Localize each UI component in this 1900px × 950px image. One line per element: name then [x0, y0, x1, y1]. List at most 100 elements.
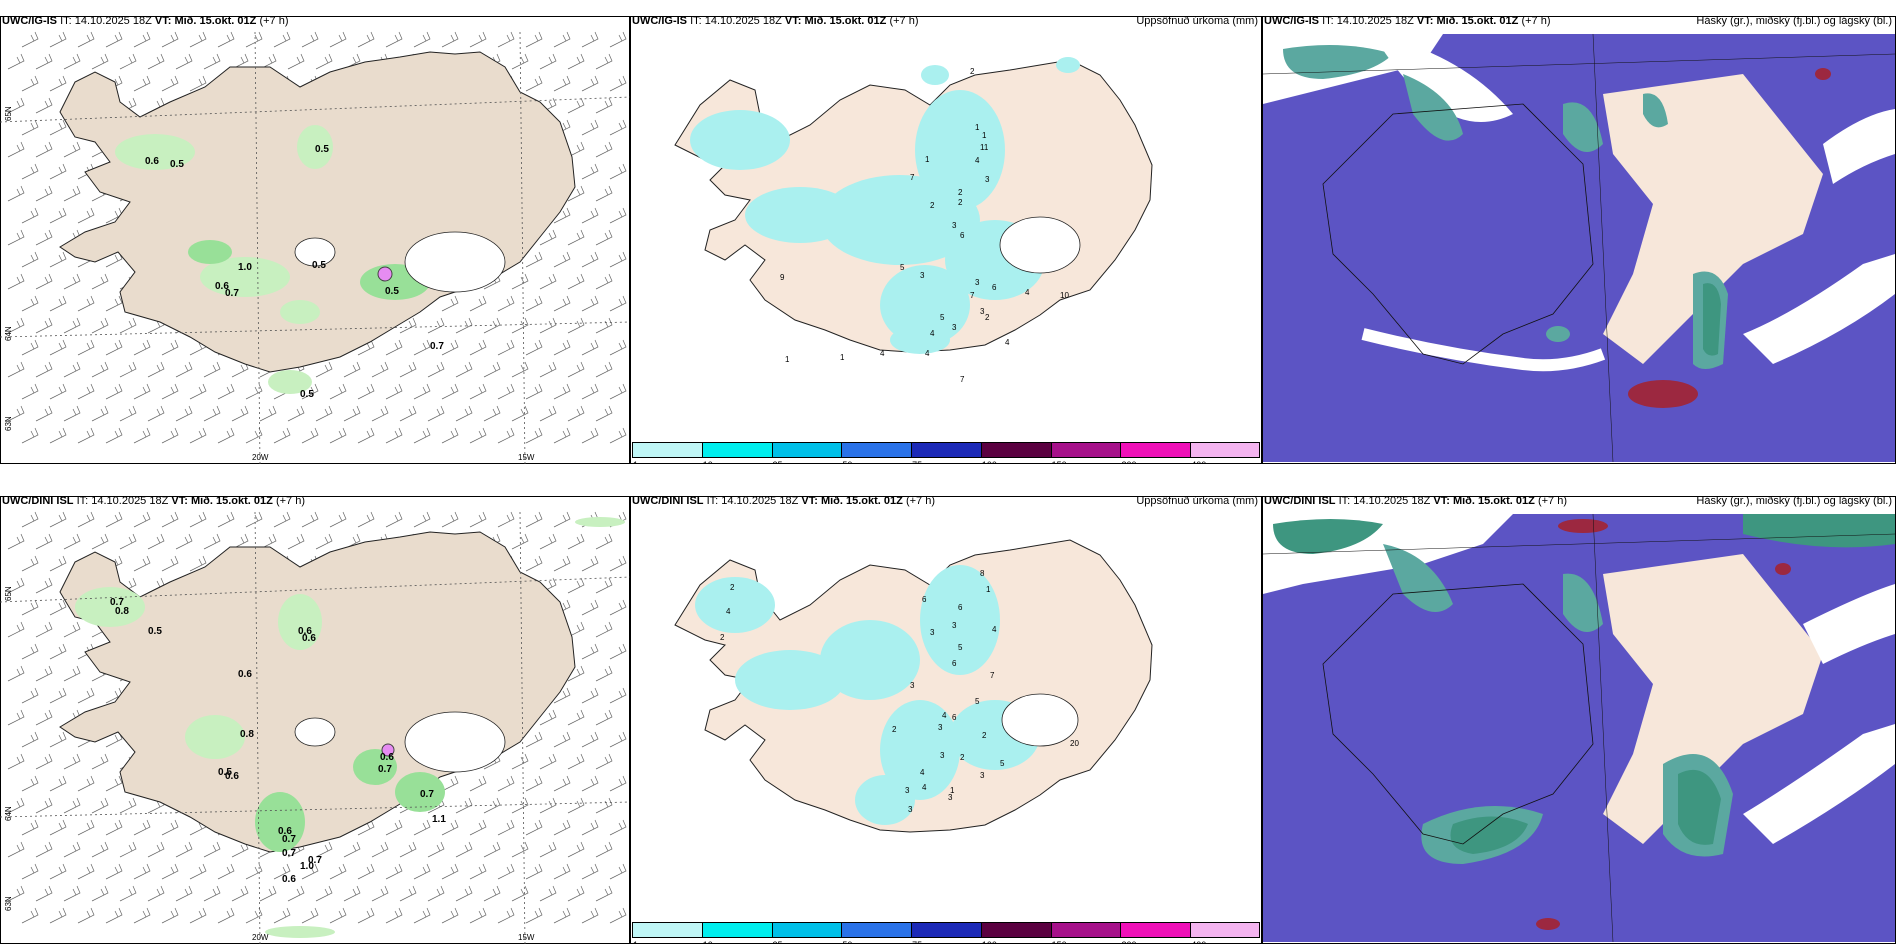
wind-barb — [49, 31, 67, 48]
wind-barb — [77, 383, 95, 400]
wind-barb — [539, 885, 557, 902]
wind-barb — [7, 797, 25, 814]
wind-barb — [77, 31, 95, 48]
precip-value-label: 5 — [1000, 759, 1005, 768]
wind-barb — [7, 533, 25, 550]
wind-barb — [35, 709, 53, 726]
wind-barb — [175, 53, 193, 70]
precip-value-label: 7 — [990, 671, 995, 680]
wind-barb — [553, 555, 571, 572]
wind-barb — [63, 273, 81, 290]
wind-barb — [21, 383, 39, 400]
wind-barb — [7, 361, 25, 378]
wind-barb — [581, 339, 599, 356]
wind-barb — [441, 907, 459, 924]
wind-barb — [357, 511, 375, 528]
wind-barb — [21, 295, 39, 312]
map-frame — [1262, 496, 1896, 944]
wind-barb — [245, 863, 263, 880]
wind-barb — [189, 907, 207, 924]
wind-barb — [609, 687, 627, 704]
wind-barb — [525, 427, 543, 444]
precip-value-label: 4 — [930, 329, 935, 338]
wind-barb — [189, 511, 207, 528]
wind-barb — [567, 317, 585, 334]
wind-value-label: 0.6 — [278, 826, 292, 837]
wind-barb — [63, 621, 81, 638]
wind-barb — [315, 885, 333, 902]
wind-barb — [553, 427, 571, 444]
row1-wind-panel: UWC/IG-IS IT: 14.10.2025 18Z VT: Mið. 15… — [0, 12, 630, 464]
precip-value-label: 5 — [900, 263, 905, 272]
wind-barb — [21, 251, 39, 268]
wind-value-label: 0.6 — [238, 669, 252, 680]
wind-barb — [49, 555, 67, 572]
row1-cloud-panel: UWC/IG-IS IT: 14.10.2025 18Z VT: Mið. 15… — [1262, 12, 1896, 464]
precip-value-label: 6 — [960, 231, 965, 240]
wind-barb — [497, 511, 515, 528]
wind-barb — [595, 621, 613, 638]
wind-barb — [609, 383, 627, 400]
wind-barb — [231, 405, 249, 422]
wind-barb — [49, 251, 67, 268]
wind-value-label: 0.7 — [282, 834, 296, 845]
wind-barb — [49, 731, 67, 748]
wind-barb — [21, 775, 39, 792]
wind-barb — [287, 405, 305, 422]
wind-barb — [483, 361, 501, 378]
colorbar-cell — [1120, 442, 1191, 458]
wind-barb — [49, 383, 67, 400]
wind-barb — [91, 405, 109, 422]
wind-barb — [273, 863, 291, 880]
wind-barb — [77, 295, 95, 312]
wind-barb — [385, 907, 403, 924]
precip-title: Uppsöfnuð úrkoma (mm) — [1136, 15, 1258, 27]
wind-barb — [189, 75, 207, 92]
wind-barb — [539, 797, 557, 814]
wind-value-label: 0.6 — [302, 633, 316, 644]
wind-barb — [273, 907, 291, 924]
wind-barb — [385, 819, 403, 836]
wind-barb — [217, 511, 235, 528]
wind-barb — [567, 665, 585, 682]
wind-barb — [119, 53, 137, 70]
wind-barb — [301, 383, 319, 400]
wind-barb — [7, 317, 25, 334]
wind-value-label: 0.5 — [148, 626, 162, 637]
colorbar-cell — [701, 922, 772, 938]
wind-barb — [147, 885, 165, 902]
wind-barb — [7, 229, 25, 246]
wind-barb — [385, 383, 403, 400]
precip-value-label: 6 — [958, 603, 963, 612]
colorbar-cell — [841, 442, 912, 458]
colorbar-tick: 10 — [703, 940, 713, 944]
wind-barb — [609, 163, 627, 180]
wind-barb — [553, 383, 571, 400]
wind-value-label: 0.6 — [145, 156, 159, 167]
colorbar-tick: 1 — [633, 460, 638, 464]
wind-barb — [609, 75, 627, 92]
wind-barb — [259, 53, 277, 70]
precip-value-label: 4 — [726, 607, 731, 616]
wind-barb — [189, 863, 207, 880]
precip-value-label: 6 — [952, 713, 957, 722]
colorbar-cell — [1190, 922, 1260, 938]
wind-barb — [497, 295, 515, 312]
wind-barb — [203, 841, 221, 858]
wind-barb — [21, 339, 39, 356]
precip-value-label: 11 — [980, 143, 989, 152]
wind-barb — [119, 405, 137, 422]
wind-barb — [371, 885, 389, 902]
wind-barb — [217, 863, 235, 880]
wind-barb — [203, 533, 221, 550]
precip-value-label: 4 — [1005, 338, 1010, 347]
wind-barb — [91, 533, 109, 550]
precip-value-label: 3 — [930, 628, 935, 637]
wind-barb — [175, 405, 193, 422]
wind-barb — [119, 533, 137, 550]
wind-barb — [35, 621, 53, 638]
wind-barb — [287, 885, 305, 902]
wind-barb — [35, 53, 53, 70]
wind-barb — [357, 339, 375, 356]
wind-barb — [91, 841, 109, 858]
